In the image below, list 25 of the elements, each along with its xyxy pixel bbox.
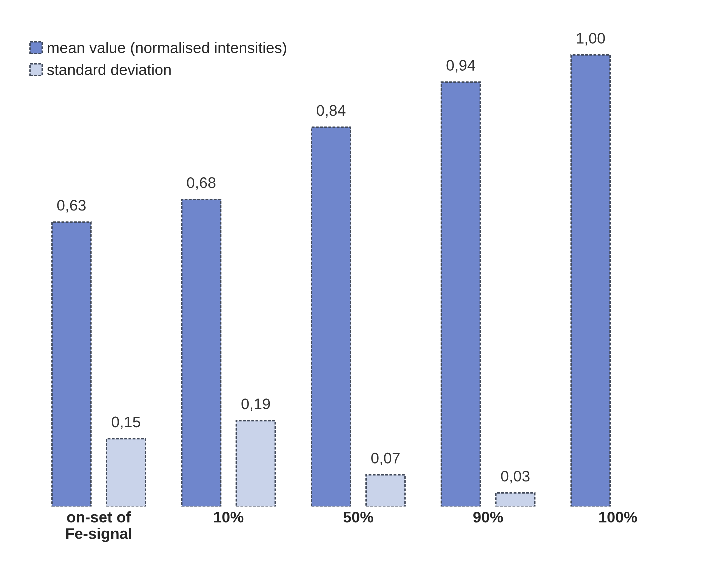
x-tick-label: on-set of Fe-signal — [66, 512, 132, 542]
bar — [570, 54, 612, 507]
data-label: 1,00 — [577, 33, 606, 46]
x-tick-label: 50% — [344, 512, 374, 523]
bar — [440, 82, 482, 507]
bar — [52, 222, 92, 507]
data-label: 0,03 — [501, 470, 530, 484]
bar — [311, 126, 352, 507]
bar — [236, 420, 276, 507]
data-label: 0,68 — [187, 178, 216, 190]
x-tick-label: 90% — [474, 512, 504, 523]
bar — [181, 199, 222, 507]
x-tick-label: 100% — [600, 512, 638, 523]
data-label: 0,84 — [317, 105, 346, 118]
data-label: 0,19 — [242, 398, 270, 412]
data-label: 0,63 — [57, 200, 86, 213]
bar — [106, 438, 146, 507]
bar — [366, 474, 406, 507]
data-label: 0,94 — [446, 60, 476, 73]
legend-label: mean value (normalised intensities) — [48, 42, 286, 56]
legend-label: standard deviation — [47, 64, 171, 76]
x-tick-label: 10% — [214, 512, 244, 523]
bar — [495, 492, 536, 507]
data-label: 0,15 — [112, 416, 140, 430]
data-label: 0,07 — [372, 452, 400, 466]
